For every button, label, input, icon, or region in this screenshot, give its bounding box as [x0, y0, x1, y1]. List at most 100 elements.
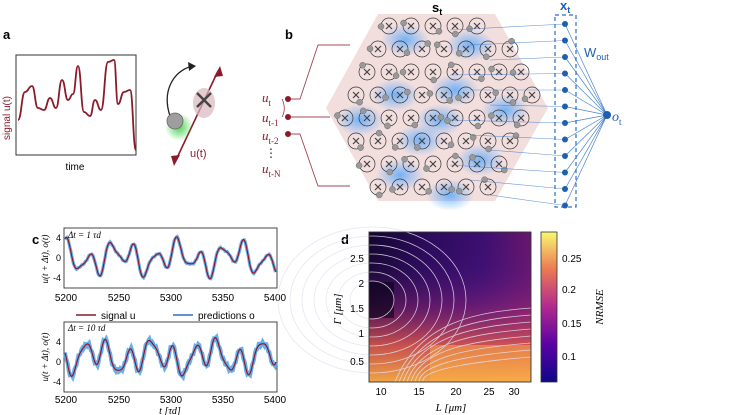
legend-prediction-label: predictions o: [198, 311, 255, 322]
field-glow: [431, 74, 479, 106]
reservoir-to-readout-line: [449, 73, 566, 76]
skyrmion-particle: [452, 152, 459, 160]
xtick-top-5250: 5250: [108, 293, 131, 304]
input-u-t: ut: [262, 90, 272, 108]
skyrmion-particle: [384, 122, 391, 130]
pinning-site: [413, 178, 431, 196]
input-node: [285, 114, 291, 120]
reservoir-to-readout-line: [449, 23, 566, 31]
input-node: [285, 131, 291, 137]
pin-cross: [484, 91, 492, 99]
pin-cross: [396, 137, 404, 145]
skyrmion-particle: [355, 162, 363, 169]
cbar-tick-0-25: 0.25: [562, 254, 582, 265]
d-xtick-15: 15: [413, 387, 425, 398]
pin-cross: [451, 68, 459, 76]
pin-cross: [396, 183, 404, 191]
skyrmion-particle: [392, 72, 400, 79]
contour-line: [349, 280, 395, 320]
heatmap-minimum-region: [369, 282, 394, 318]
contour-line: [402, 321, 532, 383]
weight-label: Wout: [584, 45, 609, 62]
readout-box: [554, 14, 577, 208]
reservoir-to-readout-line: [489, 104, 566, 107]
input-u-t-N: ut-N: [262, 161, 281, 179]
readout-nodes: [562, 21, 568, 209]
colorbar: [540, 231, 558, 383]
readout-label: xt: [560, 0, 570, 15]
pinning-site: [413, 132, 431, 150]
panel-c-xticks-top: 5200 5250 5300 5350 5400: [55, 293, 287, 304]
contour-line: [325, 262, 419, 338]
skyrmion-particle: [469, 134, 477, 141]
ytick-top-m4: -4: [53, 273, 61, 283]
skyrmion-particle: [375, 129, 383, 137]
skyrmion-particle: [455, 187, 463, 195]
readout-to-output-line: [564, 40, 608, 116]
field-glow: [371, 79, 419, 111]
panel-a-signal-line: [17, 59, 137, 151]
pinning-site: [347, 86, 365, 104]
panel-c-xlabel: t [τd]: [159, 406, 181, 415]
pin-cross: [407, 22, 415, 30]
field-glow: [381, 24, 429, 56]
skyrmion-particle: [521, 95, 529, 103]
pinning-site: [358, 109, 376, 127]
skyrmion-particle: [435, 28, 443, 35]
skyrmion-particle: [447, 61, 455, 69]
panel-c-ylabel-top: u(t + Δt), o(t): [40, 235, 50, 284]
panel-d-yticks: 2.5 2 1.5 1 0.5: [350, 254, 364, 368]
skyrmion-particle: [423, 165, 430, 172]
panel-d-xticks: 10 15 20 25 30: [375, 387, 520, 398]
skyrmion-particle: [386, 168, 393, 176]
pin-cross: [385, 114, 393, 122]
readout-connections: [449, 23, 608, 206]
d-ytick-2: 2: [358, 279, 364, 290]
readout-to-output-line: [564, 89, 608, 116]
ytick-bot-0: 0: [56, 357, 61, 367]
precession-arc: [166, 65, 193, 117]
pin-cross: [407, 68, 415, 76]
pin-cross: [440, 45, 448, 53]
skyrmion-particle: [448, 186, 455, 193]
reservoir-to-readout-line: [469, 134, 566, 140]
pin-cross: [418, 183, 426, 191]
d-ytick-1-5: 1.5: [350, 304, 364, 315]
pinning-site: [358, 63, 376, 81]
pin-cross: [440, 183, 448, 191]
contour-line: [301, 244, 443, 356]
top-annotation: Δt = 1 τd: [67, 230, 101, 240]
pin-cross: [352, 91, 360, 99]
xtick-bot-5250: 5250: [108, 395, 131, 406]
readout-node: [562, 70, 568, 77]
pinning-site: [391, 132, 409, 150]
ytick-top-0: 0: [56, 253, 61, 263]
pin-cross: [506, 45, 514, 53]
pin-cross: [374, 137, 382, 145]
pinning-site: [457, 178, 475, 196]
readout-node: [562, 153, 568, 159]
bottom-prediction-line: [63, 333, 278, 383]
reservoir-to-readout-line: [489, 56, 566, 61]
field-axis-line: [175, 70, 219, 161]
xtick-bot-5400: 5400: [264, 395, 287, 406]
pin-cross: [484, 183, 492, 191]
pin-cross: [407, 114, 415, 122]
xtick-bot-5300: 5300: [160, 395, 183, 406]
readout-node: [562, 186, 568, 192]
panel-c-legend: signal u predictions o: [76, 311, 255, 322]
bottom-signal-line: [64, 336, 277, 378]
pinning-site: [501, 132, 519, 150]
skyrmion-particle: [334, 112, 341, 119]
skyrmion-particle: [391, 144, 399, 151]
panel-b-letter: b: [285, 27, 293, 42]
colorbar-ticks: 0.25 0.2 0.15 0.1: [562, 254, 582, 363]
readout-node: [562, 37, 568, 44]
readout-node: [562, 103, 568, 110]
skyrmion-particle: [425, 188, 432, 195]
pin-cross: [495, 68, 503, 76]
pinning-site: [468, 155, 486, 173]
colorbar-label: NRMSE: [594, 289, 606, 326]
